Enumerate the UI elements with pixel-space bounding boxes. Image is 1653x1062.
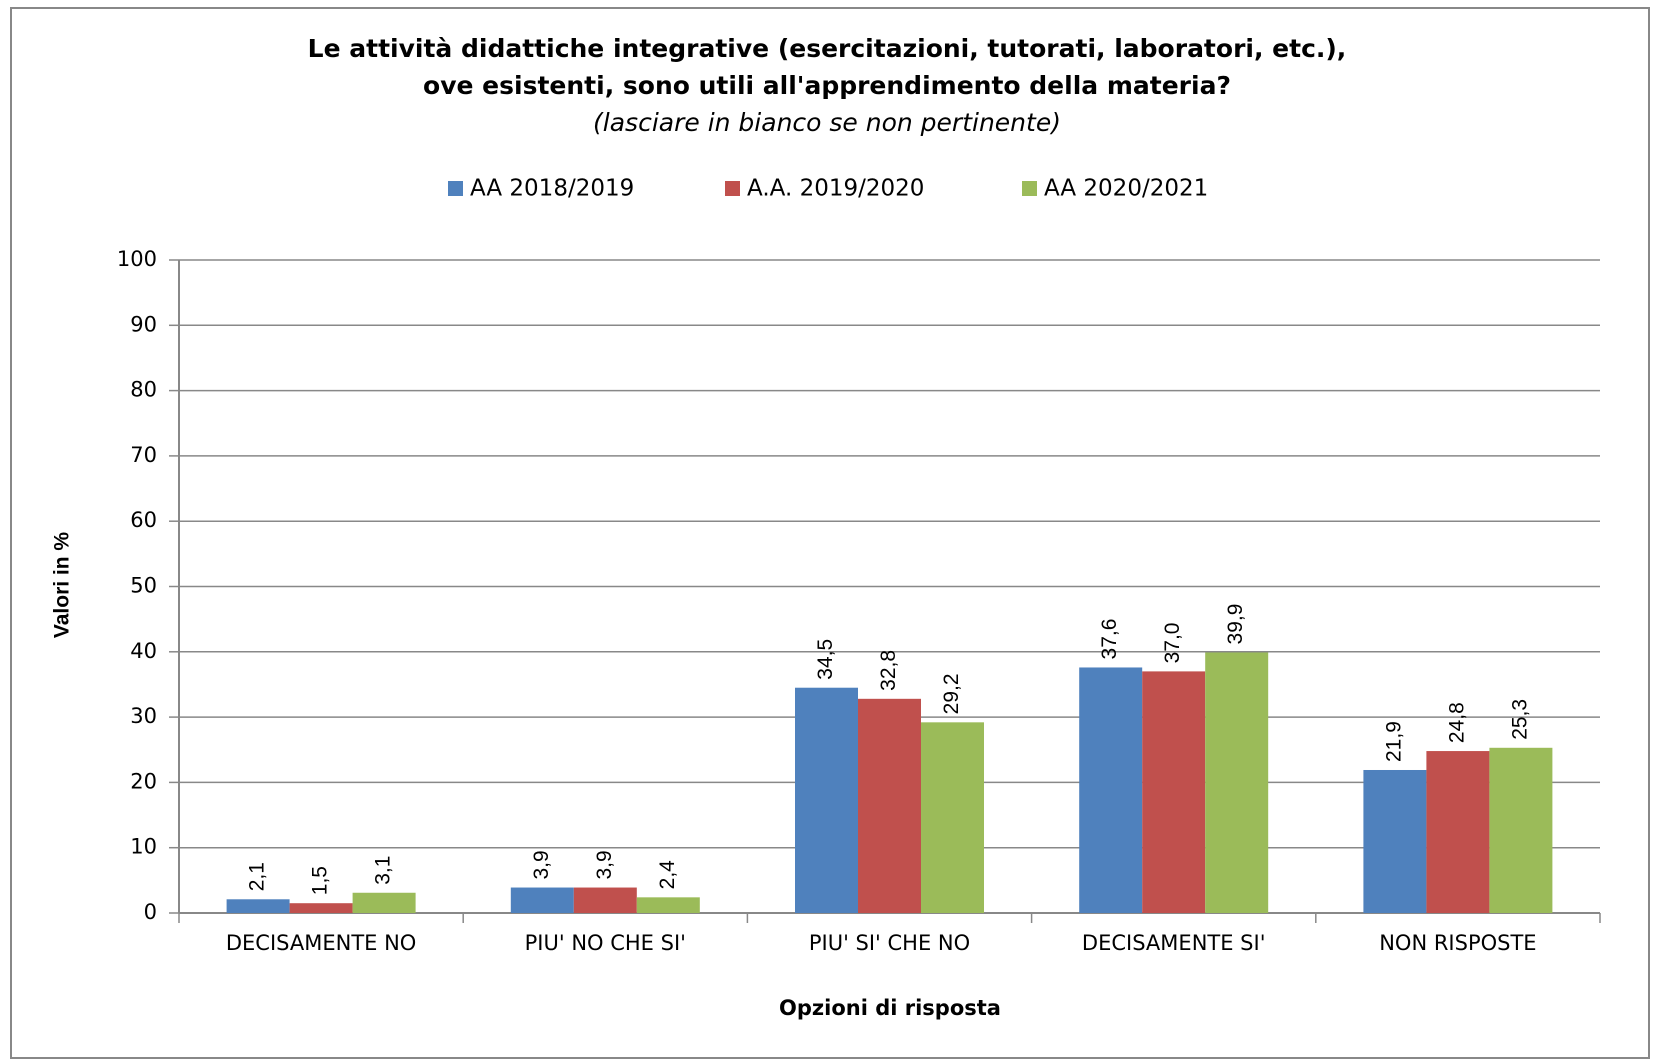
bar: [636, 897, 700, 913]
bar: [1205, 652, 1269, 913]
data-label: 2,4: [656, 860, 679, 890]
bar: [352, 892, 416, 913]
y-tick-label: 40: [130, 639, 157, 663]
bar: [858, 698, 921, 913]
data-label: 39,9: [1224, 604, 1247, 645]
bar: [1079, 667, 1143, 913]
chart-title: ove esistenti, sono utili all'apprendime…: [423, 71, 1231, 100]
data-label: 37,0: [1161, 623, 1184, 664]
x-axis-title: Opzioni di risposta: [779, 996, 1001, 1020]
bar: [795, 687, 858, 913]
y-tick-label: 80: [130, 378, 157, 402]
y-tick-label: 20: [130, 769, 157, 793]
legend-label: AA 2018/2019: [470, 176, 634, 202]
legend-swatch: [725, 181, 740, 196]
bar: [1489, 747, 1553, 913]
bar: [510, 887, 574, 913]
legend-swatch: [448, 181, 463, 196]
x-tick-label: PIU' NO CHE SI': [525, 931, 686, 955]
y-tick-label: 30: [130, 704, 157, 728]
bar: [1363, 769, 1427, 913]
legend-swatch: [1022, 181, 1037, 196]
data-label: 32,8: [877, 650, 900, 691]
legend-label: A.A. 2019/2020: [747, 176, 924, 202]
data-label: 24,8: [1445, 702, 1468, 743]
bar: [1426, 751, 1490, 913]
y-tick-label: 50: [130, 574, 157, 598]
data-label: 2,1: [246, 862, 269, 891]
x-tick-label: DECISAMENTE NO: [226, 931, 417, 955]
bar: [573, 887, 637, 913]
y-tick-label: 0: [144, 900, 157, 924]
data-label: 25,3: [1508, 699, 1531, 740]
data-label: 1,5: [309, 866, 332, 895]
y-tick-label: 90: [130, 312, 157, 336]
bar: [1142, 671, 1206, 913]
y-tick-label: 100: [117, 247, 157, 271]
x-tick-label: NON RISPOSTE: [1379, 931, 1536, 955]
data-label: 29,2: [940, 673, 963, 714]
y-axis-title: Valori in %: [51, 532, 74, 639]
data-label: 34,5: [814, 639, 837, 680]
chart-title: Le attività didattiche integrative (eser…: [308, 34, 1347, 63]
y-tick-label: 70: [130, 443, 157, 467]
data-label: 21,9: [1382, 721, 1405, 762]
data-label: 3,9: [530, 850, 553, 879]
bar: [226, 899, 290, 913]
bar: [921, 722, 984, 913]
data-label: 3,9: [593, 850, 616, 879]
y-tick-label: 60: [130, 508, 157, 532]
data-label: 3,1: [372, 856, 395, 885]
data-label: 37,6: [1098, 619, 1121, 660]
legend-label: AA 2020/2021: [1044, 176, 1208, 202]
x-tick-label: DECISAMENTE SI': [1082, 931, 1266, 955]
chart-subtitle: (lasciare in bianco se non pertinente): [593, 108, 1061, 137]
x-tick-label: PIU' SI' CHE NO: [809, 931, 970, 955]
y-tick-label: 10: [130, 835, 157, 859]
bar: [289, 903, 353, 913]
